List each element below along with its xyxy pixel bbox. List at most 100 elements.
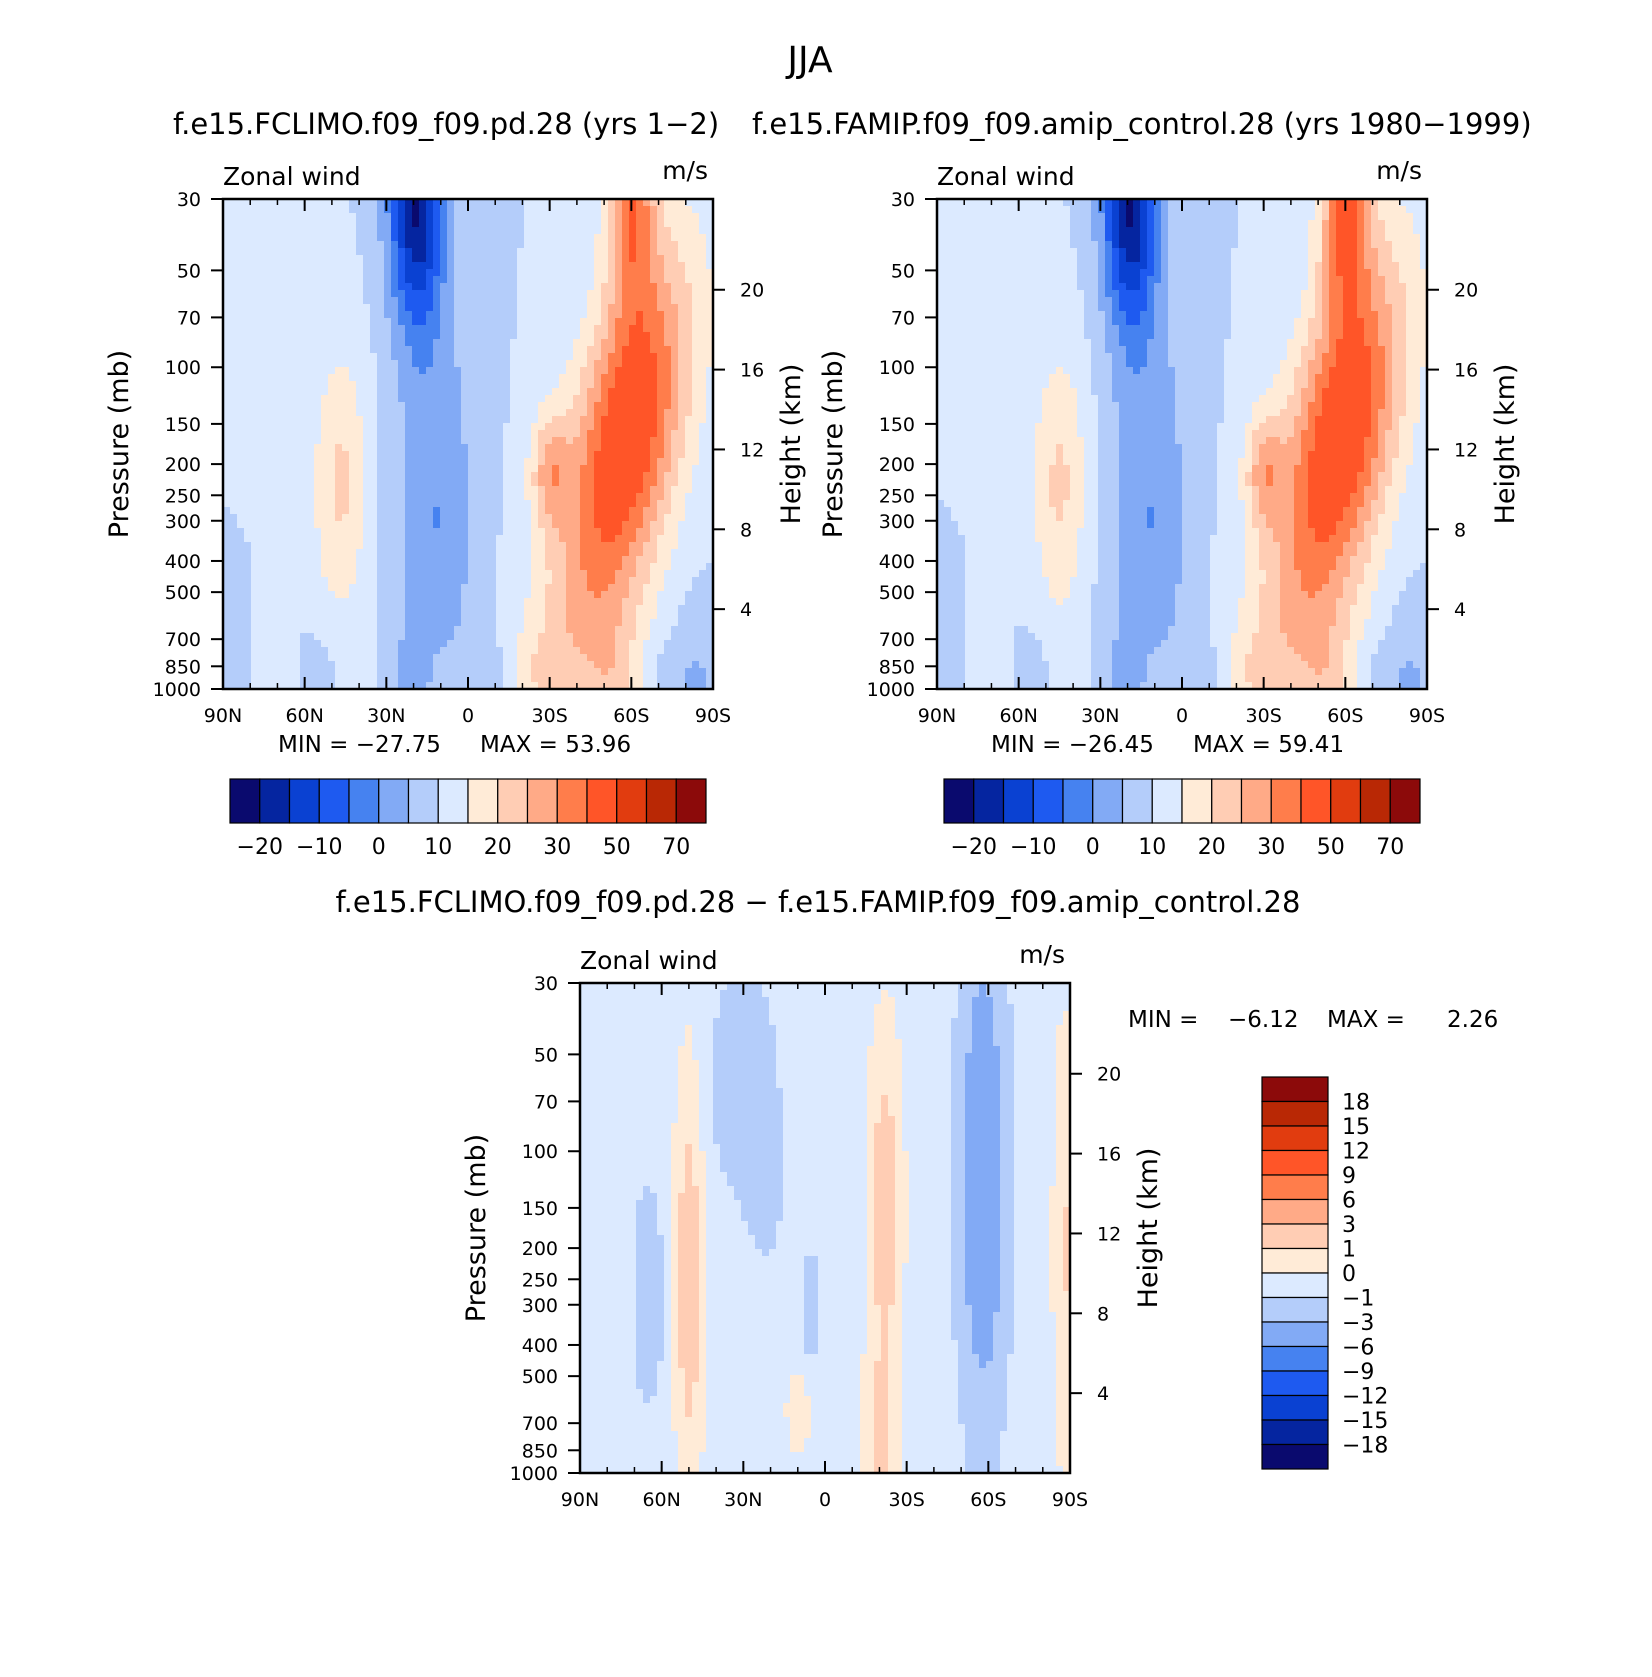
contour-cell (349, 570, 357, 578)
contour-cell (335, 248, 343, 256)
contour-cell (419, 360, 427, 368)
contour-cell (650, 325, 658, 333)
contour-cell (587, 451, 595, 459)
contour-cell (433, 661, 441, 669)
contour-cell (559, 577, 567, 585)
contour-cell (608, 255, 616, 263)
contour-cell (580, 577, 588, 585)
contour-cell (664, 542, 672, 550)
contour-cell (223, 283, 231, 291)
contour-cell (608, 290, 616, 298)
contour-cell (552, 444, 560, 452)
contour-cell (363, 339, 371, 347)
contour-cell (258, 486, 266, 494)
contour-cell (377, 283, 385, 291)
contour-cell (671, 444, 679, 452)
contour-cell (657, 262, 665, 270)
contour-cell (531, 430, 539, 438)
contour-cell (265, 668, 273, 676)
contour-cell (258, 654, 266, 662)
contour-cell (608, 346, 616, 354)
contour-cell (328, 388, 336, 396)
contour-cell (496, 388, 504, 396)
contour-cell (265, 556, 273, 564)
contour-cell (251, 598, 259, 606)
contour-cell (286, 458, 294, 466)
contour-cell (657, 269, 665, 277)
contour-cell (552, 206, 560, 214)
contour-cell (398, 402, 406, 410)
y-tick-label: 200 (165, 454, 201, 476)
contour-cell (517, 563, 525, 571)
contour-cell (405, 668, 413, 676)
contour-cell (643, 213, 651, 221)
contour-cell (636, 318, 644, 326)
contour-cell (377, 325, 385, 333)
contour-cell (524, 619, 532, 627)
contour-cell (685, 381, 693, 389)
contour-cell (699, 388, 707, 396)
contour-cell (629, 318, 637, 326)
contour-cell (461, 234, 469, 242)
contour-cell (461, 542, 469, 550)
contour-cell (405, 465, 413, 473)
contour-cell (622, 444, 630, 452)
contour-cell (601, 325, 609, 333)
contour-cell (342, 465, 350, 473)
contour-cell (419, 479, 427, 487)
contour-cell (342, 591, 350, 599)
contour-cell (265, 486, 273, 494)
contour-cell (300, 570, 308, 578)
contour-cell (545, 591, 553, 599)
contour-cell (405, 514, 413, 522)
contour-cell (398, 626, 406, 634)
contour-cell (629, 227, 637, 235)
contour-cell (447, 409, 455, 417)
contour-cell (601, 234, 609, 242)
contour-cell (398, 500, 406, 508)
contour-cell (692, 647, 700, 655)
contour-cell (489, 297, 497, 305)
contour-cell (615, 199, 623, 207)
contour-cell (237, 430, 245, 438)
contour-cell (587, 535, 595, 543)
contour-cell (503, 549, 511, 557)
contour-cell (433, 570, 441, 578)
contour-cell (335, 479, 343, 487)
contour-cell (524, 668, 532, 676)
contour-cell (447, 241, 455, 249)
contour-cell (552, 619, 560, 627)
contour-cell (293, 304, 301, 312)
contour-cell (608, 479, 616, 487)
contour-cell (475, 409, 483, 417)
contour-cell (552, 388, 560, 396)
contour-cell (356, 556, 364, 564)
contour-cell (601, 423, 609, 431)
contour-cell (293, 500, 301, 508)
contour-cell (566, 633, 574, 641)
contour-cell (251, 234, 259, 242)
contour-cell (559, 227, 567, 235)
contour-cell (475, 339, 483, 347)
contour-cell (223, 626, 231, 634)
contour-cell (650, 262, 658, 270)
contour-cell (321, 486, 329, 494)
contour-cell (461, 339, 469, 347)
contour-cell (258, 290, 266, 298)
contour-cell (258, 409, 266, 417)
contour-cell (461, 381, 469, 389)
contour-cell (692, 290, 700, 298)
contour-cell (657, 598, 665, 606)
contour-cell (342, 472, 350, 480)
contour-cell (272, 521, 280, 529)
contour-cell (587, 367, 595, 375)
contour-cell (363, 381, 371, 389)
contour-cell (559, 339, 567, 347)
contour-cell (328, 549, 336, 557)
contour-cell (328, 486, 336, 494)
contour-cell (384, 605, 392, 613)
contour-cell (328, 451, 336, 459)
contour-cell (328, 423, 336, 431)
contour-cell (258, 339, 266, 347)
contour-cell (622, 661, 630, 669)
